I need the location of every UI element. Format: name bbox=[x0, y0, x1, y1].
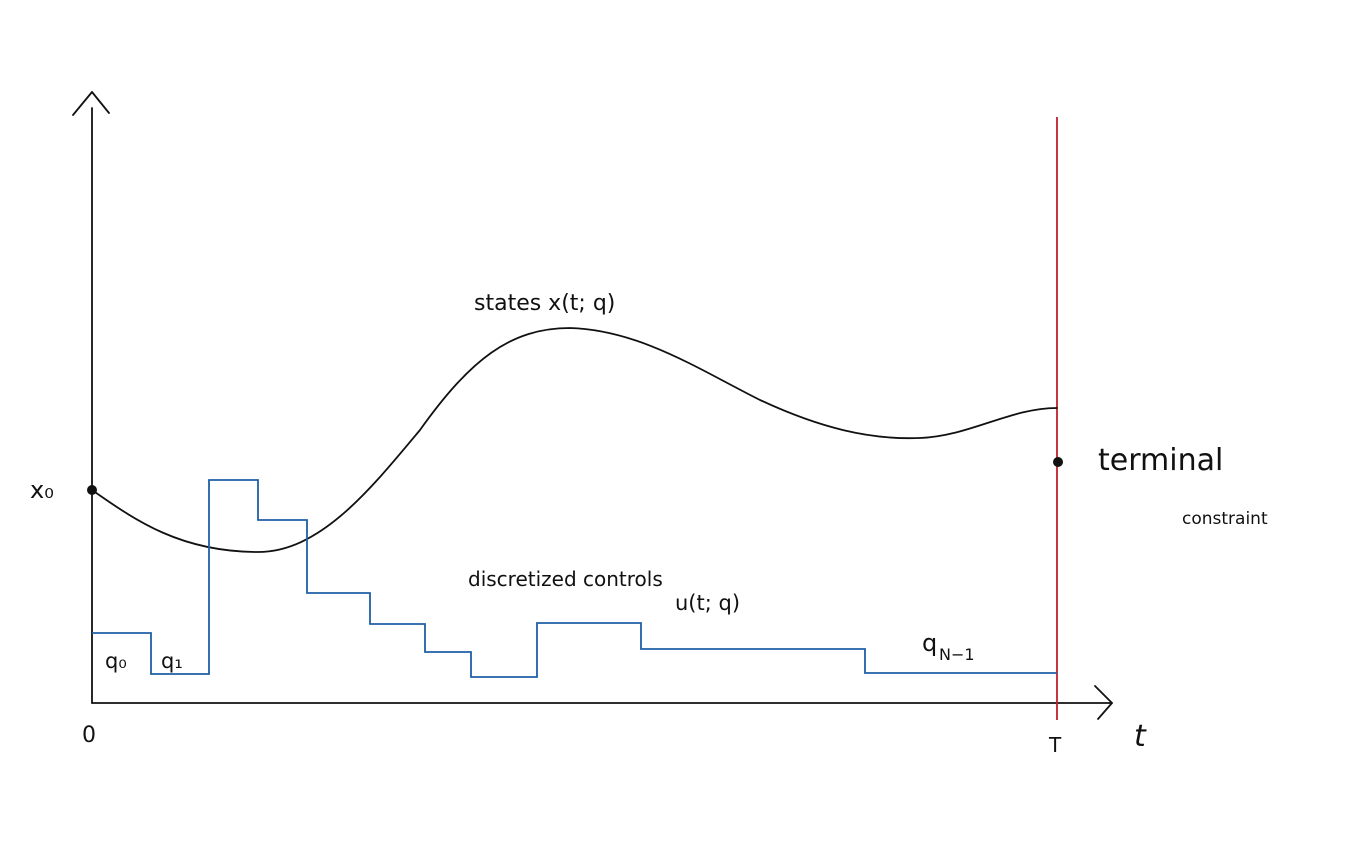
vertical-axis-arrowhead bbox=[72, 91, 110, 116]
terminal-label-line1: terminal bbox=[1098, 443, 1223, 478]
time-axis-label: t bbox=[1134, 719, 1147, 754]
control-q0-label: q₀ bbox=[105, 649, 127, 673]
control-q1-label: q₁ bbox=[161, 649, 183, 673]
states-label: states x(t; q) bbox=[474, 291, 615, 316]
initial-state-point bbox=[87, 485, 97, 495]
control-qN1-label: q bbox=[922, 629, 937, 657]
state-trajectory-curve bbox=[91, 327, 1058, 553]
controls-label-line2: u(t; q) bbox=[675, 591, 740, 615]
terminal-state-point bbox=[1053, 457, 1063, 467]
terminal-time-label: T bbox=[1048, 733, 1062, 757]
terminal-label-line2: constraint bbox=[1182, 509, 1268, 529]
control-qN1-subscript: N−1 bbox=[939, 645, 975, 664]
origin-label: 0 bbox=[82, 723, 96, 748]
time-axis-arrowhead bbox=[1094, 685, 1113, 720]
axes bbox=[72, 91, 1113, 720]
controls-label-line1: discretized controls bbox=[468, 567, 663, 591]
initial-state-label: x₀ bbox=[30, 476, 54, 504]
discretized-controls-steps bbox=[92, 479, 1057, 678]
